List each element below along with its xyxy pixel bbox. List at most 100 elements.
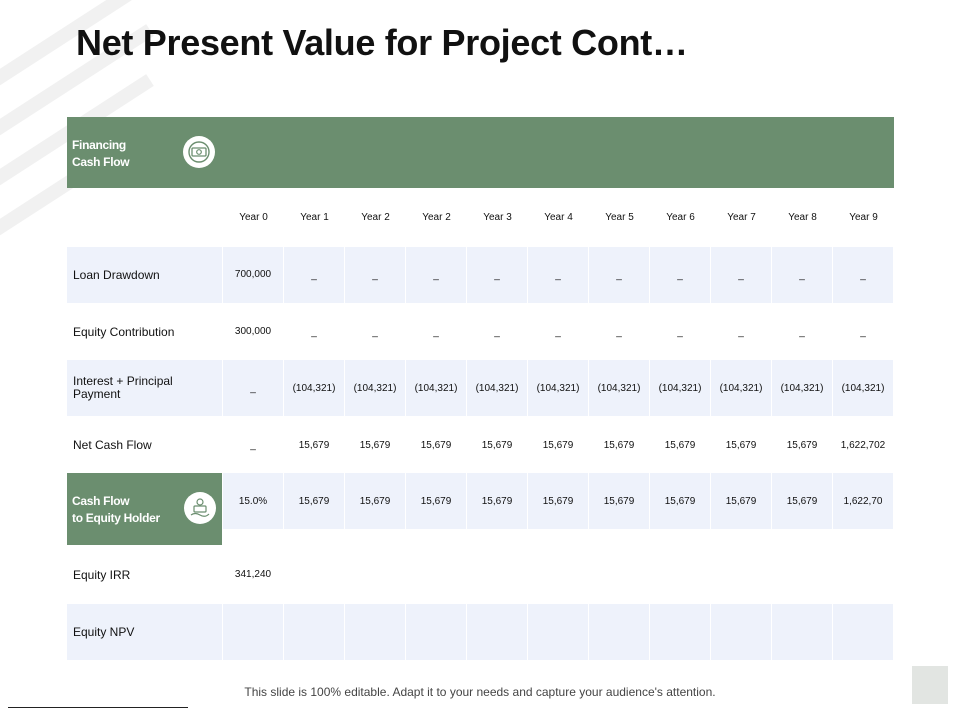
table-cell: _ xyxy=(467,247,527,303)
money-hand-icon xyxy=(184,492,216,524)
table-cell: (104,321) xyxy=(833,360,893,416)
table-cell: _ xyxy=(284,247,344,303)
table-cell: (104,321) xyxy=(589,360,649,416)
table-cell: 1,622,702 xyxy=(840,439,886,451)
column-header: Year 2 xyxy=(361,212,390,223)
column-header: Year 8 xyxy=(788,212,817,223)
table-cell xyxy=(650,547,710,603)
table-cell: _ xyxy=(494,326,500,338)
table-cell xyxy=(711,604,771,660)
table-cell: _ xyxy=(738,326,744,338)
equity-holder-label-line2: to Equity Holder xyxy=(72,511,160,525)
table-cell: 15,679 xyxy=(467,473,527,529)
table-cell xyxy=(528,547,588,603)
column-header: Year 2 xyxy=(422,212,451,223)
table-cell: 15,679 xyxy=(359,439,391,451)
table-cell xyxy=(528,604,588,660)
table-cell: _ xyxy=(250,439,256,451)
table-cell xyxy=(589,604,649,660)
table-cell: 15,679 xyxy=(725,439,757,451)
money-icon xyxy=(183,136,215,168)
table-cell: _ xyxy=(711,247,771,303)
footer-note: This slide is 100% editable. Adapt it to… xyxy=(244,685,716,699)
table-cell: 15,679 xyxy=(406,473,466,529)
row-label: Interest + Principal Payment xyxy=(67,360,222,416)
table-cell: 15,679 xyxy=(603,439,635,451)
table-cell: _ xyxy=(589,247,649,303)
table-cell xyxy=(833,604,893,660)
table-cell: (104,321) xyxy=(528,360,588,416)
row-label: Equity NPV xyxy=(67,604,222,660)
corner-box xyxy=(912,666,948,704)
column-header: Year 6 xyxy=(666,212,695,223)
column-header: Year 0 xyxy=(239,212,268,223)
table-cell: (104,321) xyxy=(467,360,527,416)
table-cell xyxy=(345,547,405,603)
table-cell: 1,622,70 xyxy=(833,473,893,529)
row-label: Equity Contribution xyxy=(73,324,175,339)
table-cell: 15,679 xyxy=(420,439,452,451)
table-cell: _ xyxy=(555,326,561,338)
table-cell: (104,321) xyxy=(284,360,344,416)
table-cell xyxy=(833,547,893,603)
financing-label-line2: Cash Flow xyxy=(72,155,130,169)
table-cell: _ xyxy=(311,326,317,338)
table-cell xyxy=(467,547,527,603)
table-cell xyxy=(223,604,283,660)
table-cell: _ xyxy=(833,247,893,303)
table-cell xyxy=(467,604,527,660)
table-cell: _ xyxy=(528,247,588,303)
table-cell xyxy=(711,547,771,603)
row-label: Loan Drawdown xyxy=(67,247,222,303)
table-cell: 15,679 xyxy=(542,439,574,451)
column-header: Year 4 xyxy=(544,212,573,223)
table-cell xyxy=(772,547,832,603)
equity-holder-label: Cash Flow to Equity Holder xyxy=(72,493,160,527)
table-cell: _ xyxy=(650,247,710,303)
table-cell: 15.0% xyxy=(223,473,283,529)
equity-holder-label-line1: Cash Flow xyxy=(72,494,130,508)
table-cell: 15,679 xyxy=(481,439,513,451)
table-cell xyxy=(772,604,832,660)
financing-label-line1: Financing xyxy=(72,138,126,152)
table-cell: (104,321) xyxy=(650,360,710,416)
table-cell xyxy=(345,604,405,660)
table-cell: _ xyxy=(677,326,683,338)
table-cell: (104,321) xyxy=(711,360,771,416)
financing-label: Financing Cash Flow xyxy=(72,137,130,171)
row-label: Equity IRR xyxy=(73,567,131,582)
table-cell: 15,679 xyxy=(772,473,832,529)
table-cell: 15,679 xyxy=(711,473,771,529)
table-cell: _ xyxy=(223,360,283,416)
row-label: Net Cash Flow xyxy=(73,437,152,452)
table-cell: _ xyxy=(406,247,466,303)
table-cell: (104,321) xyxy=(406,360,466,416)
table-cell: 700,000 xyxy=(223,247,283,303)
table-cell: 15,679 xyxy=(664,439,696,451)
table-cell: 341,240 xyxy=(234,569,272,580)
table-cell: _ xyxy=(372,326,378,338)
table-cell: _ xyxy=(345,247,405,303)
table-cell: _ xyxy=(772,247,832,303)
table-cell xyxy=(406,604,466,660)
table-cell: 15,679 xyxy=(345,473,405,529)
table-cell: 15,679 xyxy=(528,473,588,529)
table-cell xyxy=(589,547,649,603)
table-cell: _ xyxy=(616,326,622,338)
table-cell: 15,679 xyxy=(284,473,344,529)
table-cell: _ xyxy=(860,326,866,338)
page-title: Net Present Value for Project Cont… xyxy=(76,22,688,63)
table-cell: (104,321) xyxy=(345,360,405,416)
column-header: Year 5 xyxy=(605,212,634,223)
table-cell xyxy=(650,604,710,660)
table-cell: 15,679 xyxy=(650,473,710,529)
column-header: Year 3 xyxy=(483,212,512,223)
table-cell: 15,679 xyxy=(589,473,649,529)
table-cell: 300,000 xyxy=(234,326,272,337)
table-cell: 15,679 xyxy=(786,439,818,451)
table-cell xyxy=(284,604,344,660)
table-cell: _ xyxy=(799,326,805,338)
table-cell: _ xyxy=(433,326,439,338)
table-cell: (104,321) xyxy=(772,360,832,416)
